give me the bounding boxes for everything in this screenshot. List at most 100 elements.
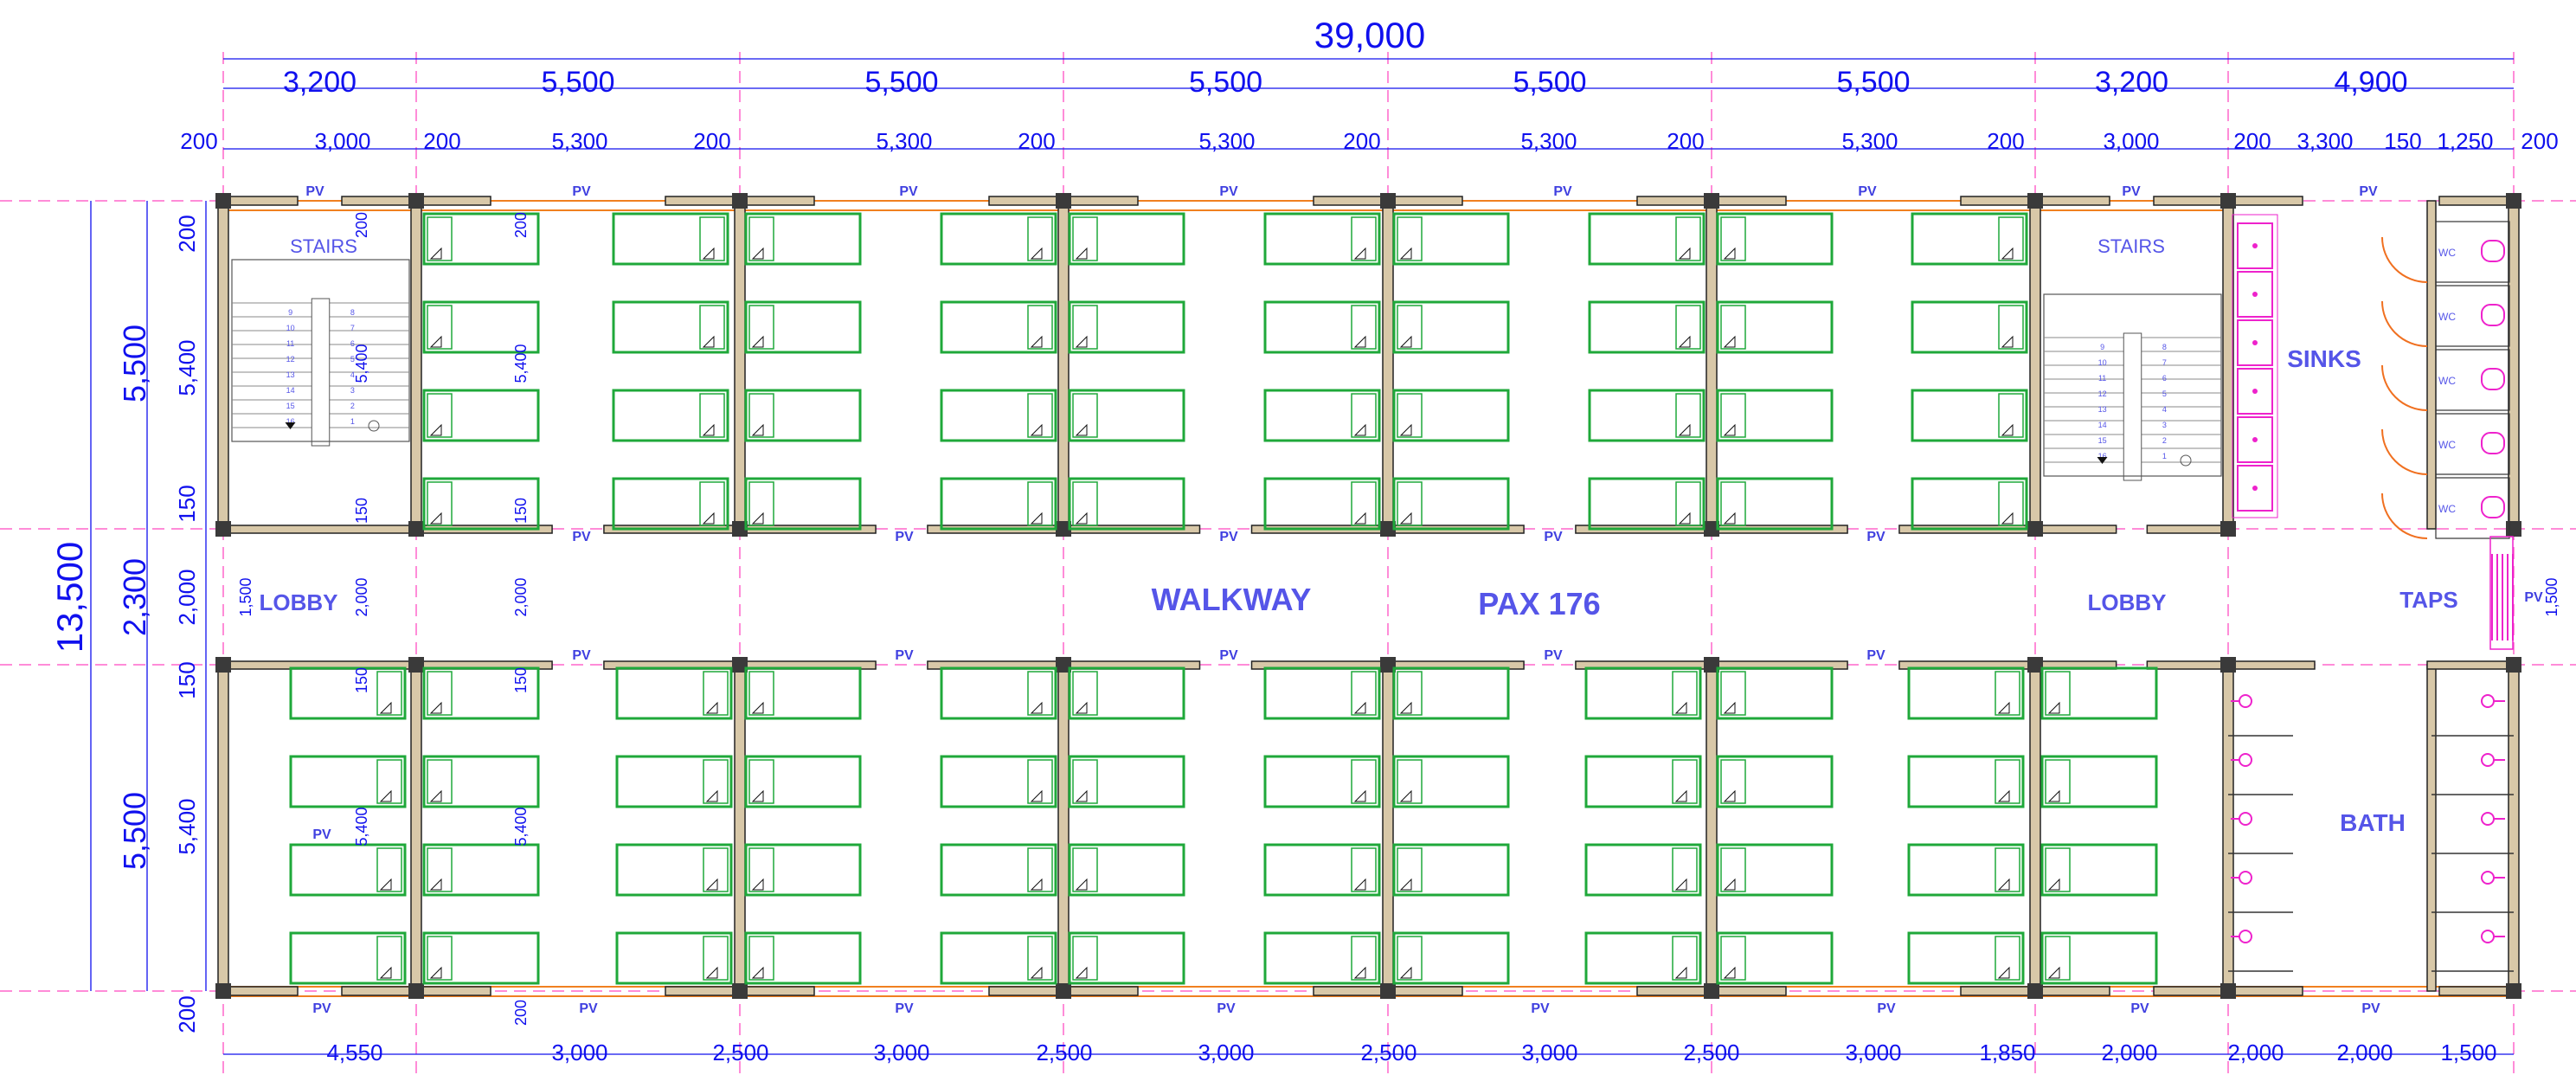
bottom-dim: 2,500 [1036,1040,1092,1065]
ladder-mark [429,247,442,260]
bottom-dim: 2,000 [2227,1040,2284,1065]
wall-stub [412,196,491,206]
wall-stub [665,986,744,996]
ladder-mark [1723,423,1736,436]
partition-wall [217,664,229,992]
partition-wall [1706,200,1718,530]
bunk-bed [1068,666,1185,720]
ladder-mark [1399,878,1412,891]
ladder-mark [1030,878,1043,891]
wc-door-swing [2381,236,2428,283]
ladder-mark [1075,335,1088,348]
bed-ladder [1072,759,1098,804]
inline-dim: 5,400 [353,344,370,383]
module-dim: 3,200 [2095,66,2168,99]
pv-label: PV [895,530,914,544]
bed-ladder [1351,936,1377,981]
lobby-label-left: LOBBY [260,589,338,615]
bed-ladder [1351,481,1377,526]
bed-frame [422,666,540,720]
wc-bowl [2481,240,2505,262]
module-dim: 5,500 [1189,66,1262,99]
pv-label: PV [899,184,918,199]
shower-head [2239,753,2252,767]
pv-label: PV [1877,1001,1896,1016]
wc-label: WC [2438,375,2456,387]
bunk-bed [615,843,733,897]
ladder-mark [429,789,442,802]
bed-frame [612,212,729,266]
bed-ladder [699,393,725,438]
inline-dim: 200 [512,212,530,238]
pv-label: PV [312,1001,331,1016]
bunk-bed [1392,666,1510,720]
wall-stub [2438,196,2518,206]
sink [2237,222,2273,269]
column [732,521,748,537]
wall-stub [1636,196,1716,206]
bed-frame [422,931,540,985]
bed-frame [1907,931,2025,985]
partition-wall [1382,664,1394,992]
bed-ladder [1072,481,1098,526]
bunk-bed [1263,666,1381,720]
partition-wall [2029,664,2041,992]
bunk-bed [940,666,1057,720]
ladder-mark [1075,423,1088,436]
bunk-bed [744,477,862,531]
bunk-bed [1716,300,1834,354]
wall-stub [1059,986,1139,996]
corridor-wall [2227,660,2316,670]
wall-stub [988,196,1068,206]
bed-frame [1588,212,1706,266]
pv-label: PV [1544,648,1563,663]
bed-frame [940,843,1057,897]
column [1056,193,1071,209]
detail-dim: 200 [1987,128,2024,154]
stair-well [2123,332,2142,481]
bed-frame [1068,666,1185,720]
partition-wall [410,664,422,992]
corridor-wall [2146,660,2229,670]
bed-ladder [427,393,453,438]
partition-wall [217,200,229,530]
bed-frame [1588,477,1706,531]
stair-number: 9 [288,308,292,317]
ladder-mark [2001,512,2014,525]
column [1380,983,1396,999]
sink-drain [2252,340,2258,345]
bed-frame [1907,666,2025,720]
left-inner-dim: 200 [174,995,200,1033]
corridor-wall [2034,525,2117,534]
bed-ladder [748,759,774,804]
ladder-mark [379,966,392,979]
bed-ladder [748,393,774,438]
bed-ladder [1027,936,1053,981]
bed-ladder [1072,847,1098,892]
inline-dim: 200 [353,212,370,238]
ladder-mark [429,512,442,525]
column [2220,193,2236,209]
bed-ladder [1998,305,2024,350]
bed-frame [1911,212,2028,266]
pv-label: PV [2524,590,2543,605]
ladder-mark [1723,335,1736,348]
bed-ladder [703,936,729,981]
bunk-bed [422,300,540,354]
bed-ladder [427,216,453,261]
bed-ladder [1720,671,1746,716]
ladder-mark [1399,423,1412,436]
ladder-mark [1997,878,2010,891]
wall-stub [219,196,299,206]
bed-ladder [427,759,453,804]
bed-ladder [376,847,402,892]
left-inner-dim: 2,000 [174,569,200,625]
bunk-bed [615,666,733,720]
bunk-bed [289,666,407,720]
partition-wall [1057,664,1070,992]
bed-frame [422,212,540,266]
column [2027,521,2043,537]
stair-number: 10 [286,324,295,332]
bed-frame [1716,931,1834,985]
